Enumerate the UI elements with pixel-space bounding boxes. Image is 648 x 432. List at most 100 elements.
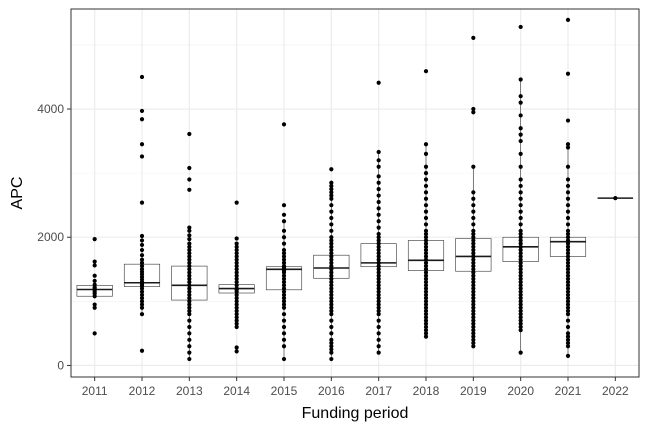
- data-point: [376, 296, 381, 301]
- data-point: [518, 222, 523, 227]
- data-point: [329, 289, 334, 294]
- data-point: [376, 180, 381, 185]
- data-point: [565, 324, 571, 330]
- data-point: [471, 190, 476, 195]
- grid-layer: [71, 9, 639, 377]
- data-point: [187, 331, 192, 336]
- data-point: [281, 318, 287, 323]
- data-point: [92, 331, 97, 336]
- data-point: [518, 241, 523, 246]
- data-point: [518, 273, 523, 278]
- data-point: [329, 215, 334, 221]
- data-point: [234, 302, 239, 307]
- data-point: [281, 324, 287, 330]
- data-point: [423, 283, 429, 288]
- data-point: [376, 263, 381, 269]
- data-point: [471, 273, 476, 278]
- data-point: [423, 244, 429, 249]
- data-point: [234, 283, 239, 288]
- x-axis-title: Funding period: [302, 405, 409, 422]
- data-point: [234, 257, 239, 262]
- data-point: [281, 331, 287, 336]
- data-point: [187, 241, 192, 246]
- data-point: [518, 267, 523, 272]
- data-point: [565, 238, 571, 243]
- data-point: [234, 296, 239, 301]
- x-tick-label: 2022: [602, 384, 629, 398]
- data-point: [187, 296, 192, 301]
- data-point: [518, 209, 523, 214]
- data-point: [329, 280, 334, 285]
- data-point: [139, 238, 145, 243]
- data-point: [565, 142, 571, 147]
- data-point: [565, 71, 571, 76]
- data-point: [376, 273, 381, 278]
- data-point: [376, 283, 381, 288]
- x-tick-label: 2014: [223, 384, 250, 398]
- data-point: [139, 305, 145, 310]
- data-point: [329, 344, 334, 349]
- data-point: [234, 305, 239, 310]
- data-point: [329, 299, 334, 304]
- data-point: [471, 254, 476, 259]
- data-point: [518, 324, 523, 330]
- data-point: [187, 244, 192, 249]
- data-point: [471, 299, 476, 304]
- data-point: [565, 244, 571, 249]
- data-point: [139, 233, 145, 239]
- data-point: [471, 251, 476, 256]
- data-point: [565, 280, 571, 285]
- data-point: [565, 241, 571, 246]
- data-point: [423, 315, 429, 320]
- data-point: [518, 126, 523, 131]
- data-point: [518, 238, 523, 243]
- data-point: [139, 289, 145, 294]
- data-point: [518, 231, 523, 237]
- data-point: [234, 263, 239, 269]
- data-point: [187, 299, 192, 304]
- data-point: [565, 331, 571, 336]
- data-point: [565, 299, 571, 304]
- data-point: [329, 190, 334, 195]
- data-point: [376, 331, 381, 336]
- data-point: [234, 267, 239, 272]
- data-point: [565, 340, 571, 346]
- data-point: [423, 276, 429, 282]
- x-tick-label: 2017: [365, 384, 392, 398]
- data-point: [234, 299, 239, 304]
- x-tick-label: 2019: [460, 384, 487, 398]
- data-point: [565, 183, 571, 189]
- data-point: [471, 344, 476, 349]
- data-point: [518, 350, 523, 355]
- data-point: [329, 193, 334, 198]
- data-point: [565, 145, 571, 150]
- data-point: [518, 77, 523, 82]
- data-point: [376, 241, 381, 246]
- data-point: [376, 312, 381, 317]
- data-point: [565, 302, 571, 307]
- data-point: [518, 302, 523, 307]
- data-point: [565, 289, 571, 294]
- data-point: [281, 344, 287, 349]
- data-point: [376, 305, 381, 310]
- data-point: [281, 299, 287, 304]
- data-point: [92, 237, 97, 242]
- data-point: [281, 251, 287, 256]
- data-point: [471, 312, 476, 317]
- data-point: [281, 312, 287, 317]
- data-point: [471, 337, 476, 342]
- data-point: [92, 263, 97, 268]
- panel-border: [70, 8, 640, 378]
- data-point: [423, 289, 429, 294]
- data-point: [329, 196, 334, 201]
- data-point: [471, 203, 476, 208]
- data-point: [234, 241, 239, 246]
- data-point: [281, 302, 287, 307]
- data-point: [565, 118, 571, 123]
- x-tick-label: 2012: [129, 384, 156, 398]
- data-point: [376, 212, 381, 217]
- box-layer: [76, 80, 634, 360]
- data-point: [234, 244, 239, 249]
- data-point: [329, 270, 334, 275]
- data-point: [565, 257, 571, 262]
